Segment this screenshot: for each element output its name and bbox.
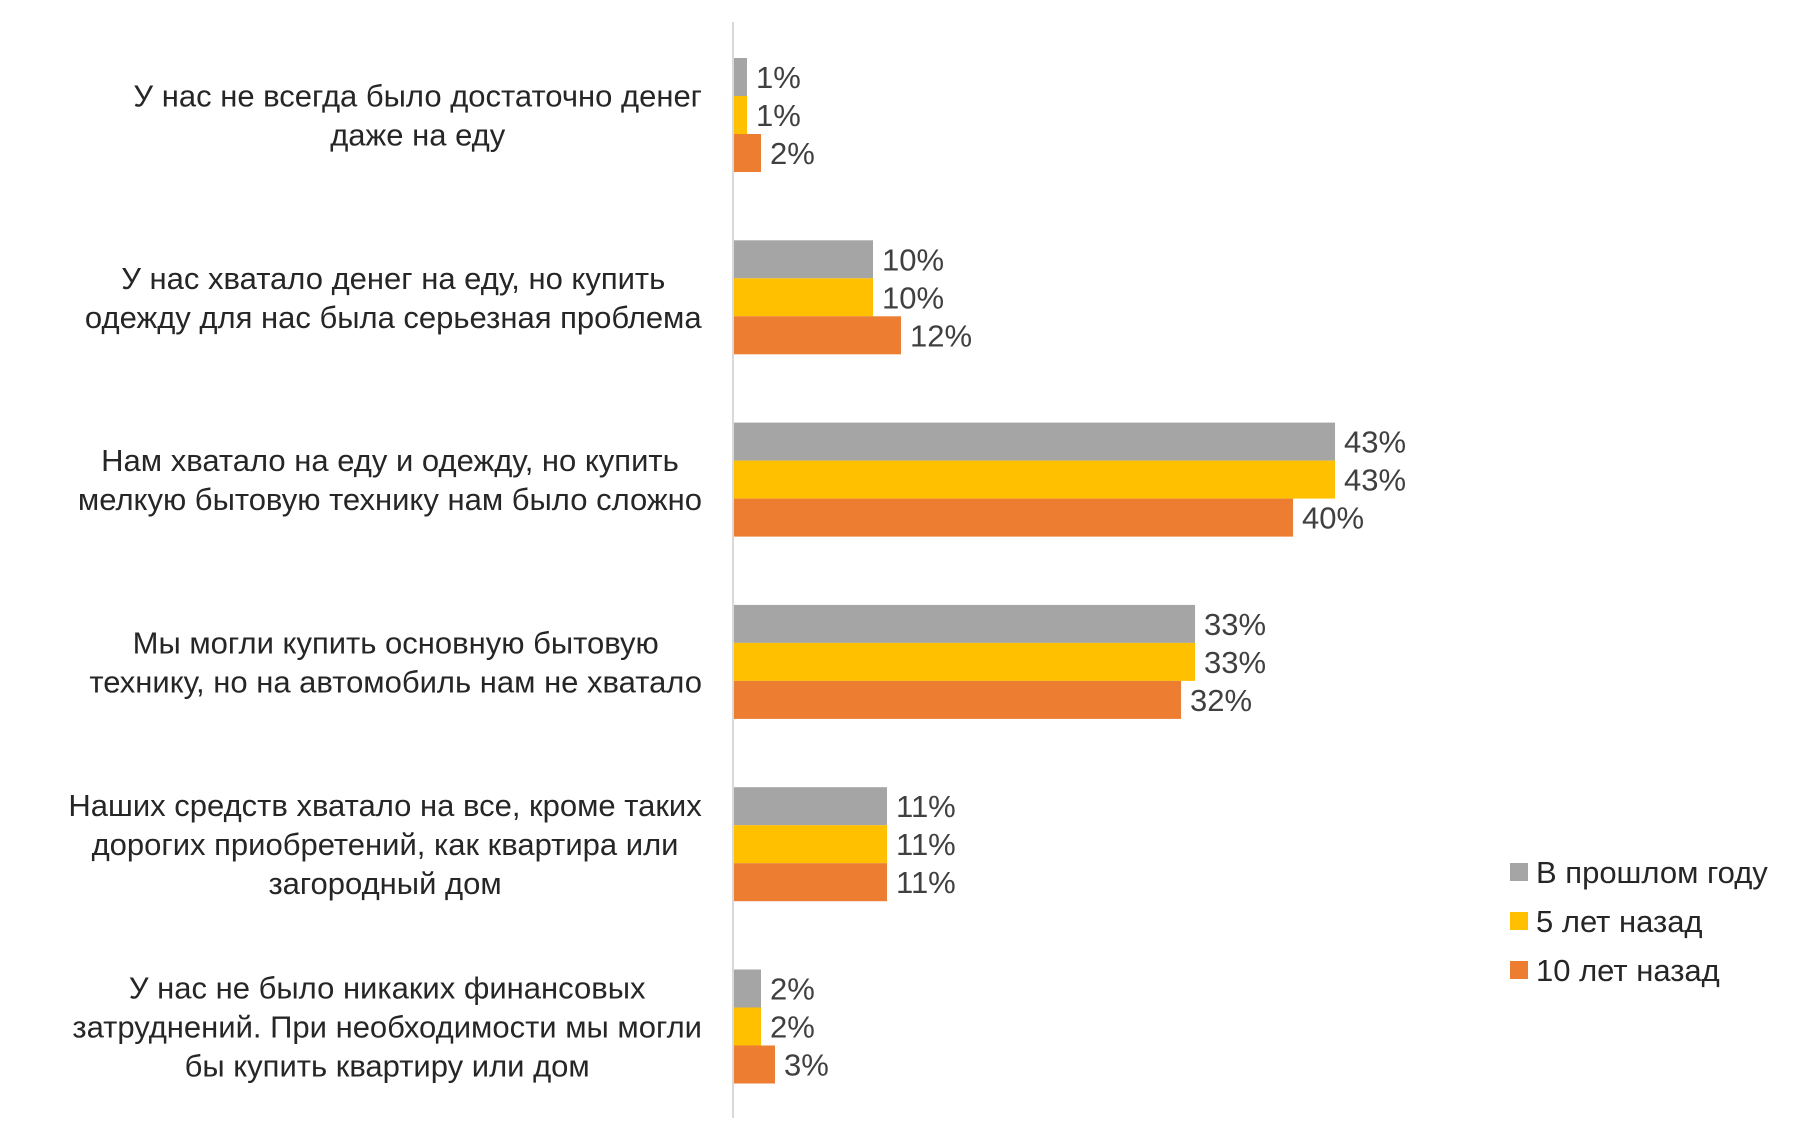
- category-label-line: Нам хватало на еду и одежду, но купить: [101, 443, 679, 478]
- value-label-4-3: 32%: [1190, 683, 1252, 718]
- legend: В прошлом году 5 лет назад 10 лет назад: [1510, 855, 1768, 988]
- legend-label-3: 10 лет назад: [1536, 953, 1720, 988]
- bar-2-series-3: [733, 316, 902, 355]
- category-label-line: затруднений. При необходимости мы могли: [72, 1010, 702, 1045]
- bar-4-series-3: [733, 680, 1182, 719]
- category-label-line: У нас хватало денег на еду, но купить: [121, 261, 665, 296]
- value-label-1-2: 1%: [756, 98, 801, 133]
- bar-4-series-1: [733, 604, 1196, 643]
- category-label-4: Мы могли купить основную бытовую технику,…: [89, 625, 702, 699]
- category-label-1: У нас не всегда было достаточно денег даж…: [133, 79, 702, 153]
- value-label-2-2: 10%: [882, 280, 944, 315]
- value-label-6-1: 2%: [770, 972, 815, 1007]
- category-label-line: мелкую бытовую технику нам было сложно: [78, 482, 702, 517]
- bar-5-series-3: [733, 863, 888, 902]
- category-label-line: бы купить квартиру или дом: [185, 1049, 590, 1084]
- category-label-line: У нас не было никаких финансовых: [129, 971, 646, 1006]
- bar-1-series-1: [733, 58, 748, 96]
- legend-swatch-2: [1510, 912, 1528, 930]
- legend-label-1: В прошлом году: [1536, 855, 1768, 890]
- value-label-4-1: 33%: [1204, 607, 1266, 642]
- category-label-line: Мы могли купить основную бытовую: [133, 625, 659, 660]
- value-label-3-3: 40%: [1302, 501, 1364, 536]
- bar-4-series-2: [733, 642, 1196, 681]
- value-label-2-3: 12%: [910, 318, 972, 353]
- category-label-2: У нас хватало денег на еду, но купить оде…: [85, 261, 702, 335]
- value-label-5-2: 11%: [896, 827, 956, 862]
- bar-2-series-1: [733, 240, 874, 279]
- value-label-5-3: 11%: [896, 865, 956, 900]
- value-label-4-2: 33%: [1204, 645, 1266, 680]
- value-label-5-1: 11%: [896, 789, 956, 824]
- legend-label-2: 5 лет назад: [1536, 904, 1703, 939]
- bar-6-series-1: [733, 969, 762, 1008]
- bars-layer: [733, 58, 1336, 1084]
- bar-6-series-3: [733, 1045, 776, 1084]
- value-label-6-2: 2%: [770, 1010, 815, 1045]
- category-label-5: Наших средств хватало на все, кроме таки…: [68, 788, 702, 901]
- category-label-line: одежду для нас была серьезная проблема: [85, 300, 702, 335]
- category-label-3: Нам хватало на еду и одежду, но купить ме…: [78, 443, 702, 517]
- value-label-1-1: 1%: [756, 60, 801, 95]
- category-label-line: даже на еду: [330, 118, 506, 153]
- value-label-1-3: 2%: [770, 136, 815, 171]
- category-label-line: загородный дом: [268, 866, 501, 901]
- category-label-line: У нас не всегда было достаточно денег: [133, 79, 702, 114]
- category-label-line: дорогих приобретений, как квартира или: [92, 827, 679, 862]
- bar-3-series-3: [733, 498, 1294, 537]
- value-labels-layer: 1%1%2%10%10%12%43%43%40%33%33%32%11%11%1…: [756, 60, 1406, 1083]
- bar-3-series-2: [733, 460, 1336, 499]
- legend-swatch-1: [1510, 863, 1528, 881]
- bar-5-series-2: [733, 825, 888, 864]
- bar-5-series-1: [733, 787, 888, 826]
- bar-1-series-3: [733, 134, 762, 172]
- category-label-6: У нас не было никаких финансовых затрудне…: [72, 971, 702, 1084]
- bar-3-series-1: [733, 422, 1336, 461]
- legend-swatch-3: [1510, 961, 1528, 979]
- category-label-line: Наших средств хватало на все, кроме таки…: [68, 788, 702, 823]
- value-label-3-2: 43%: [1344, 463, 1406, 498]
- bar-6-series-2: [733, 1007, 762, 1046]
- bar-1-series-2: [733, 96, 748, 134]
- category-label-line: технику, но на автомобиль нам не хватало: [89, 664, 702, 699]
- value-label-2-1: 10%: [882, 242, 944, 277]
- category-labels-layer: У нас не всегда было достаточно денег даж…: [68, 79, 702, 1084]
- bar-2-series-2: [733, 278, 874, 317]
- value-label-6-3: 3%: [784, 1048, 829, 1083]
- value-label-3-1: 43%: [1344, 425, 1406, 460]
